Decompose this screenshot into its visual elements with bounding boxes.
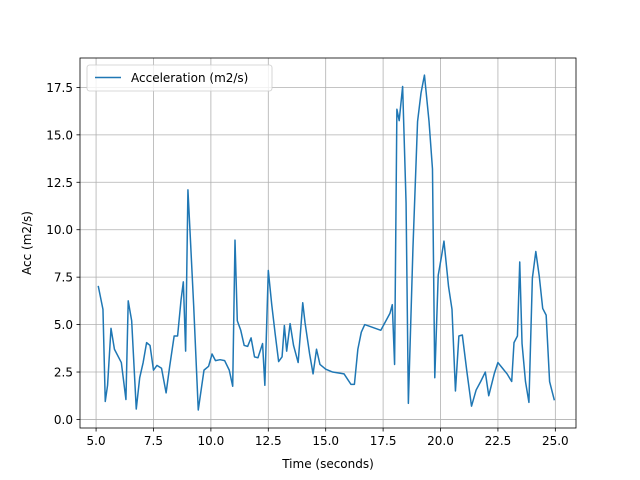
x-axis-label: Time (seconds) <box>281 457 374 471</box>
x-tick-label: 10.0 <box>198 434 225 448</box>
y-tick-label: 12.5 <box>46 176 73 190</box>
legend-label: Acceleration (m2/s) <box>131 71 248 85</box>
x-tick-label: 20.0 <box>427 434 454 448</box>
y-tick-label: 5.0 <box>54 318 73 332</box>
y-tick-label: 10.0 <box>46 223 73 237</box>
x-axis: 5.0 7.5 10.0 12.5 15.0 17.5 20.0 22.5 25.0 <box>87 428 569 448</box>
x-tick-label: 7.5 <box>144 434 163 448</box>
plot-frame <box>79 57 577 429</box>
series-layer <box>97 74 556 411</box>
y-tick-label: 2.5 <box>54 366 73 380</box>
legend: Acceleration (m2/s) <box>86 64 273 92</box>
y-tick-label: 17.5 <box>46 81 73 95</box>
y-axis-label: Acc (m2/s) <box>20 211 34 275</box>
x-tick-label: 12.5 <box>255 434 282 448</box>
x-tick-label: 15.0 <box>312 434 339 448</box>
legend-box <box>86 64 273 92</box>
y-axis: 0.0 2.5 5.0 7.5 10.0 12.5 15.0 17.5 <box>46 81 80 427</box>
y-tick-label: 15.0 <box>46 128 73 142</box>
x-tick-label: 5.0 <box>87 434 106 448</box>
y-tick-label: 7.5 <box>54 271 73 285</box>
x-tick-label: 22.5 <box>485 434 512 448</box>
x-tick-label: 25.0 <box>542 434 569 448</box>
x-tick-label: 17.5 <box>370 434 397 448</box>
grid <box>80 58 576 428</box>
series-line-acceleration <box>97 74 556 411</box>
y-tick-label: 0.0 <box>54 413 73 427</box>
